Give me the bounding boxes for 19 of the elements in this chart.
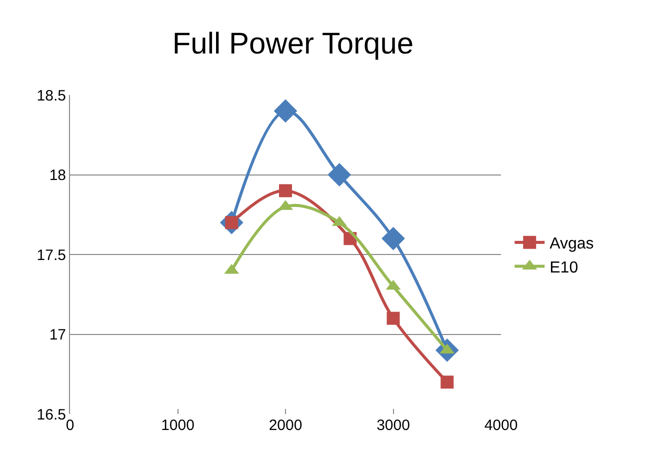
point bbox=[440, 376, 454, 389]
x-tick-label: 4000 bbox=[484, 417, 518, 434]
point bbox=[328, 163, 352, 186]
point bbox=[279, 184, 292, 198]
y-tick-label: 17 bbox=[49, 326, 66, 344]
point bbox=[382, 226, 405, 250]
x-tick-label: 2000 bbox=[268, 417, 302, 434]
y-tick-label: 16.5 bbox=[36, 406, 66, 424]
point bbox=[386, 312, 400, 325]
legend-label: Avgas bbox=[550, 236, 594, 253]
chart-title: Full Power Torque bbox=[172, 27, 414, 60]
point bbox=[274, 99, 298, 123]
y-tick-label: 18.5 bbox=[36, 87, 66, 104]
x-tick-label: 0 bbox=[66, 417, 74, 434]
x-tick-label: 3000 bbox=[376, 417, 410, 434]
legend-label: E10 bbox=[550, 259, 578, 276]
y-tick-label: 17.5 bbox=[36, 246, 66, 264]
y-tick-label: 18 bbox=[49, 167, 66, 184]
x-tick-label: 1000 bbox=[161, 417, 194, 434]
